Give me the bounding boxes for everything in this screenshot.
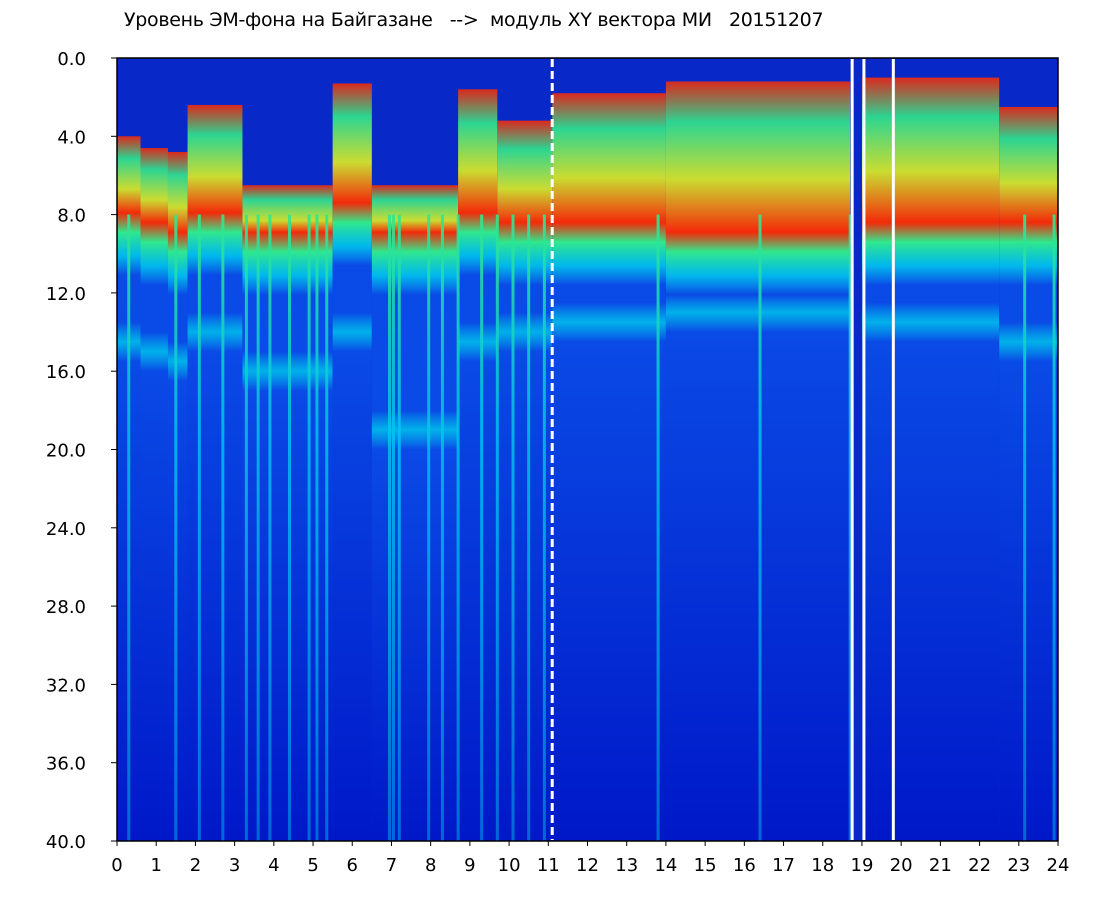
bright-streak	[256, 214, 260, 841]
x-tick-label: 6	[347, 855, 358, 876]
x-tick-label: 10	[498, 855, 521, 876]
bright-streaks	[127, 214, 1056, 841]
x-tick-label: 13	[615, 855, 638, 876]
bright-streak	[391, 214, 395, 841]
y-tick-label: 0.0	[57, 49, 86, 70]
bright-streak	[315, 214, 319, 841]
data-gaps	[550, 59, 895, 840]
x-tick-label: 18	[811, 855, 834, 876]
chart-title: Уровень ЭМ-фона на Байгазане --> модуль …	[124, 9, 824, 31]
x-tick-label: 22	[968, 855, 991, 876]
x-tick-label: 8	[425, 855, 436, 876]
x-tick-label: 17	[772, 855, 795, 876]
x-tick-label: 0	[111, 855, 122, 876]
x-tick-label: 19	[851, 855, 874, 876]
x-tick-label: 20	[890, 855, 913, 876]
y-axis: 0.0 4.0 8.0 12.0 16.0 20.0 24.0 28.0 32.0 36.0 40.…	[46, 49, 117, 853]
bright-streak	[456, 214, 460, 841]
bright-streak	[427, 214, 431, 841]
bright-streak	[495, 214, 499, 841]
x-tick-label: 23	[1007, 855, 1030, 876]
x-tick-label: 3	[229, 855, 240, 876]
bright-streak	[1052, 214, 1056, 841]
bright-streak	[307, 214, 311, 841]
x-tick-label: 7	[386, 855, 397, 876]
x-tick-label: 11	[537, 855, 560, 876]
x-tick-label: 15	[694, 855, 717, 876]
y-tick-label: 8.0	[57, 206, 86, 227]
activity-band	[242, 185, 333, 841]
y-tick-label: 40.0	[46, 832, 86, 853]
bright-streak	[397, 214, 401, 841]
activity-band	[371, 185, 459, 841]
activity-band	[187, 104, 243, 841]
x-tick-label: 12	[576, 855, 599, 876]
y-tick-label: 16.0	[46, 362, 86, 383]
x-tick-label: 1	[150, 855, 161, 876]
bright-streak	[440, 214, 444, 841]
y-tick-label: 36.0	[46, 754, 86, 775]
bright-streak	[527, 214, 531, 841]
y-tick-label: 28.0	[46, 597, 86, 618]
activity-band	[332, 83, 372, 841]
activity-band	[140, 148, 168, 841]
activity-band	[861, 77, 1000, 841]
bright-streak	[656, 214, 660, 841]
bright-streak	[174, 214, 178, 841]
x-tick-label: 4	[268, 855, 279, 876]
bright-streak	[758, 214, 762, 841]
x-tick-label: 24	[1047, 855, 1070, 876]
bright-streak	[387, 214, 391, 841]
y-tick-label: 12.0	[46, 284, 86, 305]
x-tick-label: 21	[929, 855, 952, 876]
bright-streak	[197, 214, 201, 841]
x-tick-label: 9	[464, 855, 475, 876]
bright-streak	[325, 214, 329, 841]
bright-streak	[244, 214, 248, 841]
y-tick-label: 20.0	[46, 441, 86, 462]
bright-streak	[480, 214, 484, 841]
activity-band	[999, 106, 1058, 841]
bright-streak	[511, 214, 515, 841]
bright-streak	[1023, 214, 1027, 841]
bright-streak	[221, 214, 225, 841]
y-tick-label: 24.0	[46, 519, 86, 540]
x-tick-label: 5	[307, 855, 318, 876]
y-tick-label: 4.0	[57, 127, 86, 148]
y-tick-label: 32.0	[46, 675, 86, 696]
activity-band	[665, 81, 851, 841]
bright-streak	[127, 214, 131, 841]
bright-streak	[268, 214, 272, 841]
activity-band	[167, 151, 188, 841]
bright-streak	[288, 214, 292, 841]
activity-band	[552, 93, 666, 841]
x-tick-label: 16	[733, 855, 756, 876]
activity-band	[458, 89, 498, 841]
bright-streak	[848, 214, 852, 841]
x-axis: 0 1 2 3 4 5 6 7 8 9 10 11 12 13 14 15 16 17 18 19 20 21 22 23 24	[111, 841, 1069, 876]
x-tick-label: 14	[654, 855, 677, 876]
x-tick-label: 2	[190, 855, 201, 876]
bright-streak	[542, 214, 546, 841]
